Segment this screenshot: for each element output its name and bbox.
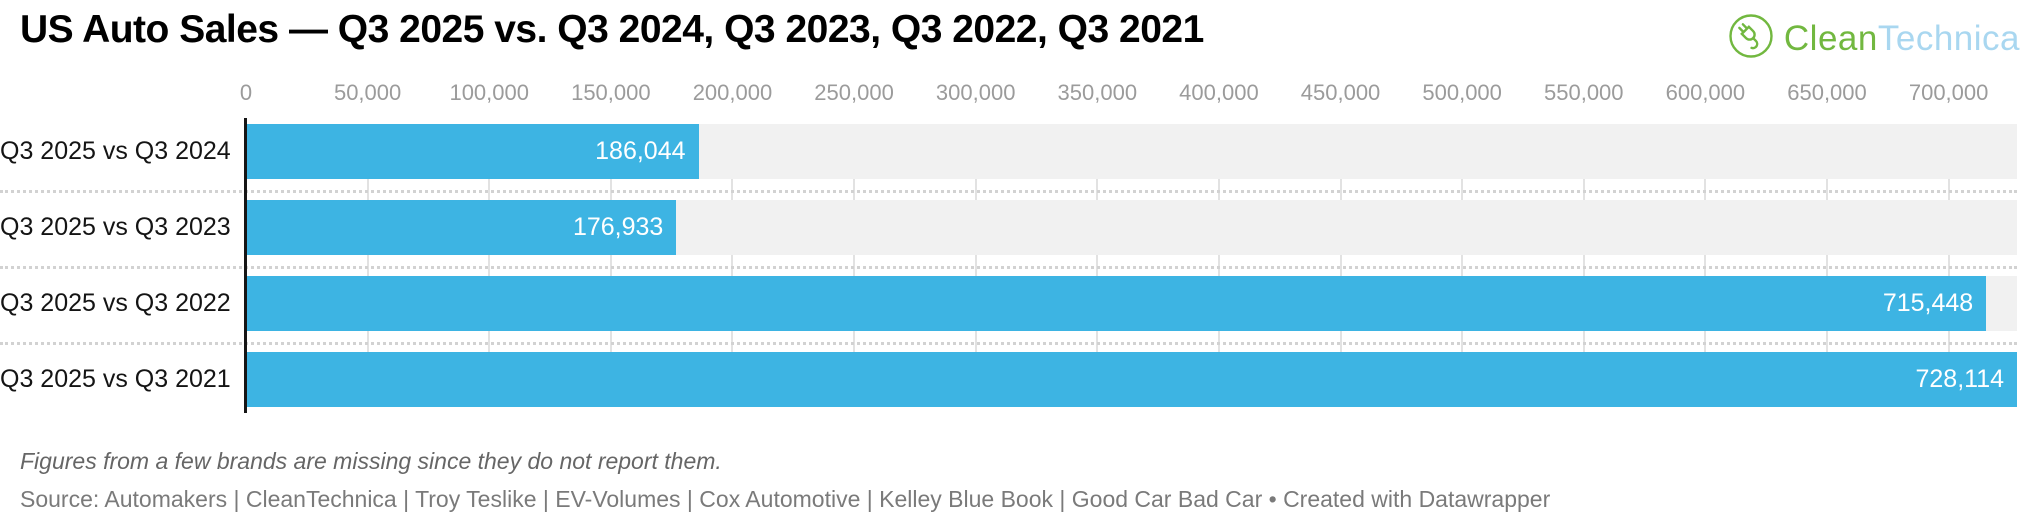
x-tick-label: 50,000 [333, 80, 402, 105]
bar-track: 715,448 [246, 276, 2017, 331]
bar: 715,448 [246, 276, 1987, 331]
bar-value-label: 176,933 [572, 213, 664, 241]
logo-text-technica: Technica [1877, 18, 2020, 58]
bar-track: 186,044 [246, 124, 2017, 179]
bar-value-label: 728,114 [1915, 365, 2004, 393]
x-tick-label: 300,000 [935, 80, 1016, 105]
bar: 728,114 [246, 352, 2017, 407]
category-label: Q3 2025 vs Q3 2023 [0, 213, 231, 241]
row-separator [0, 265, 2017, 269]
x-tick-label: 100,000 [449, 80, 529, 105]
x-tick-label: 350,000 [1057, 80, 1138, 105]
x-tick-label: 150,000 [571, 80, 651, 105]
x-tick-label: 600,000 [1665, 80, 1746, 105]
bar-row: Q3 2025 vs Q3 2024 186,044 [0, 124, 2040, 179]
bar-track: 176,933 [246, 200, 2017, 255]
x-tick-label: 450,000 [1300, 80, 1381, 105]
chart-title: US Auto Sales — Q3 2025 vs. Q3 2024, Q3 … [20, 8, 1204, 51]
x-tick-label: 700,000 [1908, 80, 1989, 105]
bar-track: 728,114 [246, 352, 2017, 407]
axis-baseline [244, 118, 247, 413]
bar-value-label: 186,044 [595, 137, 686, 165]
row-separator [0, 189, 2017, 193]
x-tick-label: 550,000 [1544, 80, 1624, 105]
x-tick-label: 200,000 [692, 80, 773, 105]
chart-source-line: Source: Automakers | CleanTechnica | Tro… [20, 486, 1551, 512]
bar-value-label: 715,448 [1882, 289, 1974, 317]
x-tick-label: 400,000 [1179, 80, 1259, 105]
ev-plug-circle-icon [1727, 12, 1775, 65]
cleantechnica-logo: CleanTechnica [1727, 12, 2020, 65]
category-label: Q3 2025 vs Q3 2024 [0, 137, 231, 165]
x-tick-label: 650,000 [1787, 80, 1867, 105]
bar-row: Q3 2025 vs Q3 2021 728,114 [0, 352, 2040, 407]
bar: 186,044 [246, 124, 699, 179]
bar-row: Q3 2025 vs Q3 2023 176,933 [0, 200, 2040, 255]
x-axis: 0 50,000 100,000 150,000 200,000 250,000 300,0… [240, 80, 2017, 108]
category-label: Q3 2025 vs Q3 2021 [0, 365, 231, 393]
bar-row: Q3 2025 vs Q3 2022 715,448 [0, 276, 2040, 331]
x-tick-label: 0 [239, 80, 253, 105]
bar-chart-plot: Q3 2025 vs Q3 2024 186,044 Q3 2025 vs Q3 2… [0, 118, 2040, 413]
logo-wordmark: CleanTechnica [1784, 19, 2020, 59]
logo-text-clean: Clean [1783, 18, 1878, 58]
chart-footnote: Figures from a few brands are missing si… [20, 448, 722, 474]
x-tick-label: 500,000 [1422, 80, 1502, 105]
bar: 176,933 [246, 200, 677, 255]
x-tick-label: 250,000 [814, 80, 894, 105]
category-label: Q3 2025 vs Q3 2022 [0, 289, 231, 317]
row-separator [0, 341, 2017, 345]
